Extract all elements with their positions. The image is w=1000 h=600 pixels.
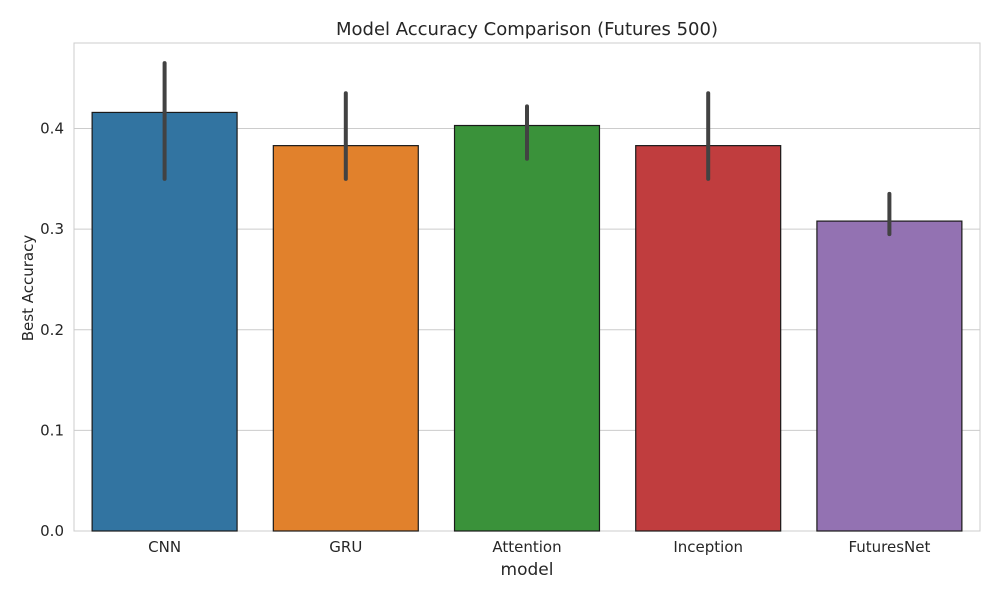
y-tick-label: 0.3 — [40, 220, 64, 238]
x-tick-label: GRU — [329, 538, 362, 556]
bars-layer — [91, 111, 963, 532]
x-tick-label: CNN — [148, 538, 181, 556]
x-tick-label: Inception — [673, 538, 743, 556]
y-tick-labels: 0.0 0.1 0.2 0.3 0.4 — [40, 120, 64, 540]
x-axis-label: model — [501, 560, 554, 580]
bar-futuresnet — [816, 220, 963, 532]
bar-cnn — [91, 111, 238, 532]
bar-gru — [272, 145, 419, 532]
errorbars-layer — [162, 61, 892, 237]
x-tick-label: Attention — [492, 538, 561, 556]
y-tick-label: 0.0 — [40, 522, 64, 540]
y-tick-label: 0.2 — [40, 321, 64, 339]
bar-inception — [635, 145, 782, 532]
y-axis-label: Best Accuracy — [19, 235, 37, 342]
y-tick-label: 0.4 — [40, 120, 64, 138]
bar-attention — [453, 124, 601, 532]
y-tick-label: 0.1 — [40, 421, 64, 439]
chart-title: Model Accuracy Comparison (Futures 500) — [336, 19, 718, 40]
x-tick-labels: CNN GRU Attention Inception FuturesNet — [148, 538, 930, 556]
x-tick-label: FuturesNet — [848, 538, 930, 556]
